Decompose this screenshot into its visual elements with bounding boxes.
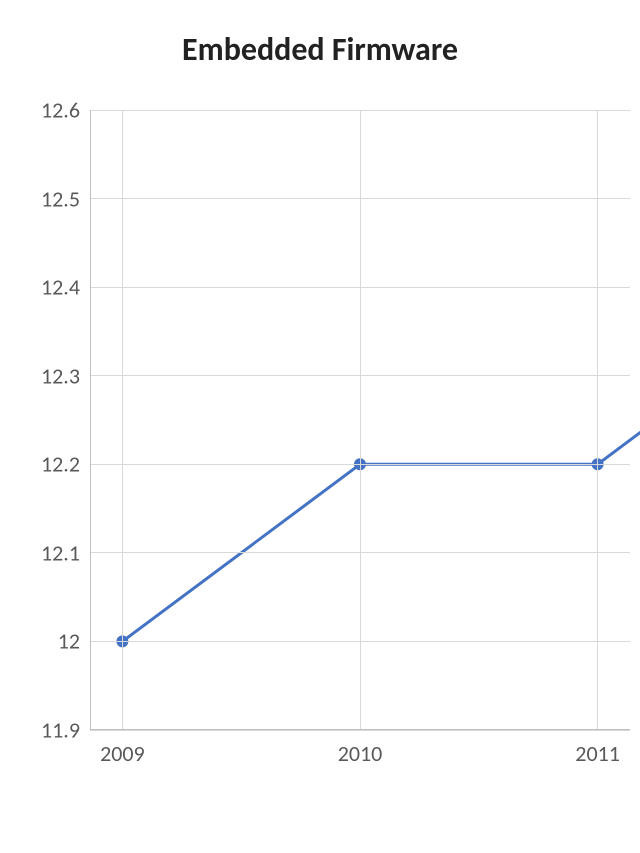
gridline-v [597,110,598,730]
y-tick-label: 12.2 [41,451,90,478]
plot-area: 11.91212.112.212.312.412.512.62009201020… [90,110,630,730]
y-tick-label: 12 [58,628,90,655]
chart-title: Embedded Firmware [0,30,640,69]
axis-bottom [90,729,630,730]
y-tick-label: 12.4 [41,274,90,301]
gridline-v [360,110,361,730]
gridline-v [122,110,123,730]
y-tick-label: 12.6 [41,97,90,124]
axis-left [90,110,91,730]
x-tick-label: 2009 [100,730,145,767]
y-tick-label: 12.3 [41,362,90,389]
x-tick-label: 2011 [575,730,620,767]
chart-container: Embedded Firmware 11.91212.112.212.312.4… [0,0,640,853]
y-tick-label: 11.9 [41,717,90,744]
y-tick-label: 12.5 [41,185,90,212]
x-tick-label: 2010 [338,730,383,767]
y-tick-label: 12.1 [41,539,90,566]
